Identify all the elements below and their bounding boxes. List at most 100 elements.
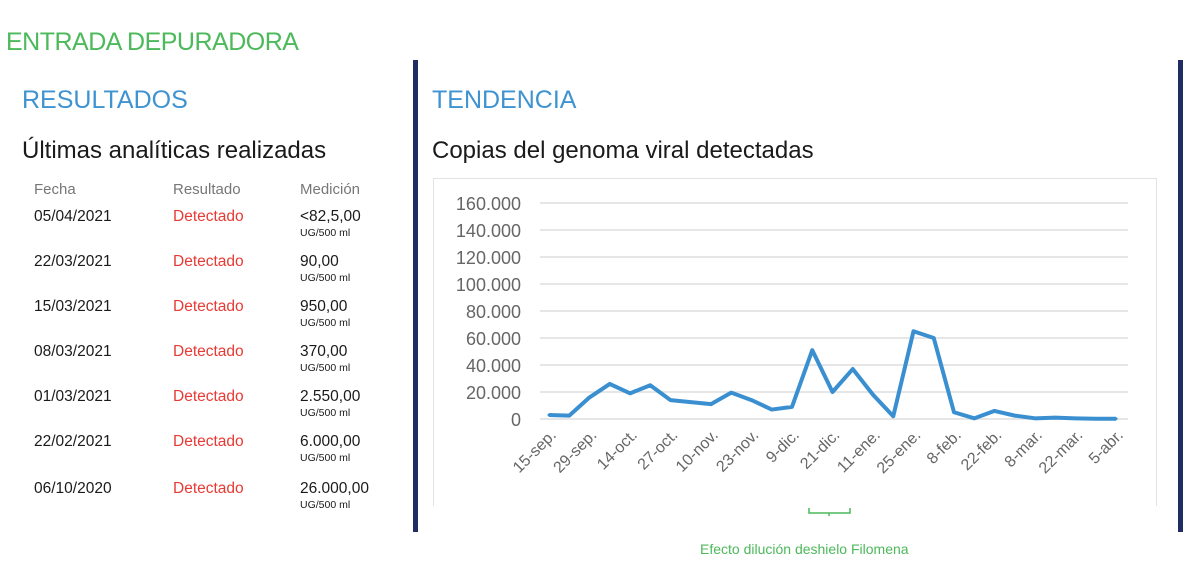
chart-annotation: Efecto dilución deshielo Filomena — [700, 541, 909, 557]
data-point — [993, 409, 996, 413]
data-point — [669, 398, 672, 402]
table-row: 05/04/2021 Detectado <82,5,00 UG/500 ml — [34, 208, 369, 253]
col-fecha: Fecha — [34, 181, 76, 198]
table-row: 08/03/2021 Detectado 370,00 UG/500 ml — [34, 343, 369, 388]
results-subtitle: Últimas analíticas realizadas — [22, 137, 327, 164]
row-date: 01/03/2021 — [34, 388, 112, 405]
row-result: Detectado — [173, 343, 244, 360]
row-result: Detectado — [173, 388, 244, 405]
table-row: 22/02/2021 Detectado 6.000,00 UG/500 ml — [34, 433, 369, 478]
row-result: Detectado — [173, 433, 244, 450]
measurement-value: 90,00 — [300, 253, 339, 270]
table-row: 15/03/2021 Detectado 950,00 UG/500 ml — [34, 298, 369, 343]
data-point — [851, 367, 855, 371]
row-result: Detectado — [173, 208, 244, 225]
measurement-value: <82,5,00 — [300, 208, 361, 225]
measurement-unit: UG/500 ml — [300, 317, 351, 329]
x-tick-label: 22-mar. — [1036, 427, 1086, 477]
y-tick-label: 0 — [511, 410, 521, 430]
x-tick-label: 5-abr. — [1086, 427, 1127, 468]
row-date: 15/03/2021 — [34, 298, 112, 315]
series-line — [548, 329, 1116, 421]
trend-heading: TENDENCIA — [432, 86, 577, 114]
row-result: Detectado — [173, 253, 244, 270]
row-result: Detectado — [173, 480, 244, 497]
row-measurement: 2.550,00 UG/500 ml — [300, 388, 369, 433]
row-measurement: 370,00 UG/500 ml — [300, 343, 369, 388]
results-heading: RESULTADOS — [22, 86, 188, 114]
data-point — [689, 400, 693, 404]
measurement-value: 6.000,00 — [300, 433, 361, 450]
x-tick-label: 23-nov. — [713, 427, 762, 476]
data-point — [567, 414, 571, 418]
row-date: 08/03/2021 — [34, 343, 112, 360]
row-measurement: 90,00 UG/500 ml — [300, 253, 369, 298]
row-date: 06/10/2020 — [34, 480, 112, 497]
data-point — [912, 329, 915, 333]
y-tick-label: 140.000 — [456, 221, 521, 241]
measurement-value: 370,00 — [300, 343, 348, 360]
row-measurement: 6.000,00 UG/500 ml — [300, 433, 369, 478]
y-tick-label: 100.000 — [456, 275, 521, 295]
data-point — [871, 393, 875, 397]
data-point — [831, 390, 834, 394]
data-point — [1013, 414, 1017, 418]
x-tick-label: 25-ene. — [874, 427, 924, 477]
y-tick-label: 20.000 — [466, 383, 521, 403]
data-point — [1053, 416, 1057, 420]
data-point — [729, 391, 733, 395]
measurement-unit: UG/500 ml — [300, 362, 351, 374]
measurement-unit: UG/500 ml — [300, 227, 351, 239]
measurement-value: 950,00 — [300, 298, 348, 315]
results-table: Fecha Resultado Medición 05/04/2021 Dete… — [34, 181, 369, 525]
data-point — [932, 336, 936, 340]
measurement-unit: UG/500 ml — [300, 272, 351, 284]
data-point — [810, 348, 814, 352]
data-point — [648, 383, 652, 387]
y-tick-label: 80.000 — [466, 302, 521, 322]
trend-subtitle: Copias del genoma viral detectadas — [432, 137, 814, 164]
y-tick-label: 40.000 — [466, 356, 521, 376]
data-point — [709, 402, 713, 406]
x-tick-label: 29-sep. — [551, 427, 601, 477]
page-title: ENTRADA DEPURADORA — [6, 28, 299, 56]
data-point — [952, 410, 956, 414]
measurement-unit: UG/500 ml — [300, 452, 351, 464]
measurement-unit: UG/500 ml — [300, 407, 351, 419]
divider-left — [413, 60, 418, 532]
row-date: 22/03/2021 — [34, 253, 112, 270]
data-point — [972, 416, 976, 420]
table-row: 22/03/2021 Detectado 90,00 UG/500 ml — [34, 253, 369, 298]
x-tick-label: 10-nov. — [673, 427, 722, 476]
data-point — [547, 413, 551, 417]
x-tick-label: 15-sep. — [510, 427, 560, 477]
y-tick-label: 60.000 — [466, 329, 521, 349]
data-point — [588, 395, 591, 399]
data-point — [1033, 416, 1037, 420]
data-point — [790, 405, 794, 409]
measurement-unit: UG/500 ml — [300, 499, 351, 511]
col-medicion: Medición — [300, 181, 361, 198]
measurement-value: 2.550,00 — [300, 388, 361, 405]
data-point — [891, 414, 895, 418]
y-tick-label: 120.000 — [456, 248, 521, 268]
row-result: Detectado — [173, 298, 244, 315]
x-tick-label: 22-feb. — [958, 427, 1005, 474]
data-point — [628, 391, 632, 395]
col-resultado: Resultado — [173, 181, 241, 198]
measurement-value: 26.000,00 — [300, 480, 369, 497]
data-point — [1114, 417, 1118, 421]
data-point — [1074, 416, 1077, 420]
data-point — [770, 408, 774, 412]
table-row: 06/10/2020 Detectado 26.000,00 UG/500 ml — [34, 478, 369, 525]
row-measurement: <82,5,00 UG/500 ml — [300, 208, 369, 253]
row-measurement: 950,00 UG/500 ml — [300, 298, 369, 343]
data-point — [750, 398, 753, 402]
row-date: 22/02/2021 — [34, 433, 112, 450]
row-measurement: 26.000,00 UG/500 ml — [300, 478, 369, 525]
row-date: 05/04/2021 — [34, 208, 112, 225]
y-tick-label: 160.000 — [456, 194, 521, 214]
chart-frame — [433, 178, 1157, 506]
table-row: 01/03/2021 Detectado 2.550,00 UG/500 ml — [34, 388, 369, 433]
